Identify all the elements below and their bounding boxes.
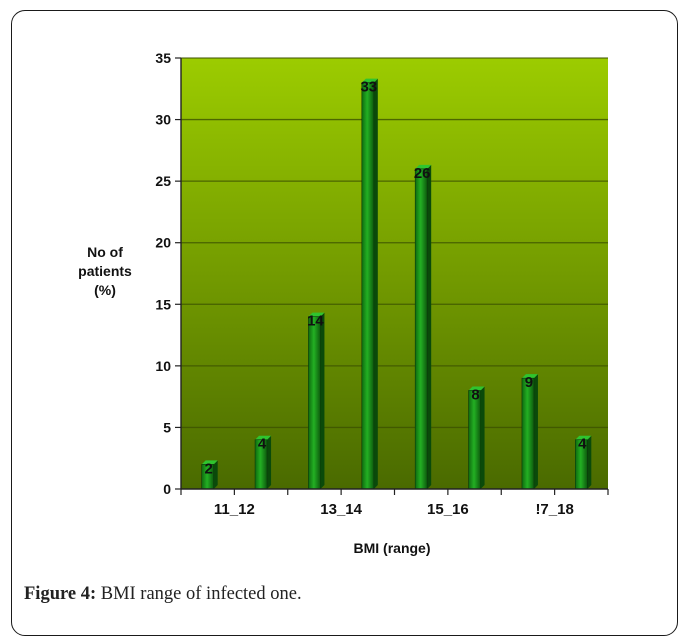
y-tick-label: 25 bbox=[155, 173, 171, 189]
bar bbox=[254, 435, 272, 490]
y-tick-label: 15 bbox=[155, 296, 171, 312]
bar-data-label: 8 bbox=[471, 386, 479, 403]
bar-data-label: 14 bbox=[307, 313, 324, 330]
caption-text: BMI range of infected one. bbox=[96, 584, 302, 604]
caption-lead: Figure 4: bbox=[24, 584, 97, 604]
x-tick-label: !7_18 bbox=[535, 501, 573, 518]
bar bbox=[361, 78, 378, 490]
y-tick-label: 20 bbox=[155, 235, 171, 251]
bar-data-label: 2 bbox=[205, 460, 213, 477]
x-tick-label: 11_12 bbox=[214, 501, 255, 518]
x-axis-label: BMI (range) bbox=[354, 540, 431, 556]
y-axis-label: No of patients (%) bbox=[60, 243, 150, 300]
y-tick-label: 10 bbox=[155, 358, 171, 374]
bar bbox=[468, 386, 485, 490]
y-axis-label-line-2: patients bbox=[78, 263, 132, 279]
bar-data-label: 4 bbox=[258, 436, 267, 453]
y-tick-label: 30 bbox=[155, 112, 171, 128]
bar bbox=[414, 164, 432, 490]
bar-data-label: 33 bbox=[360, 79, 377, 96]
plot-area bbox=[181, 58, 608, 489]
bar bbox=[308, 312, 325, 490]
bar bbox=[521, 374, 538, 490]
y-tick-label: 0 bbox=[163, 481, 171, 497]
bar-data-label: 26 bbox=[414, 165, 431, 182]
y-axis-label-line-1: No of bbox=[87, 244, 123, 260]
bar bbox=[575, 435, 592, 490]
x-tick-label: 13_14 bbox=[320, 501, 362, 518]
bar-data-label: 9 bbox=[525, 374, 533, 391]
figure-caption: Figure 4: BMI range of infected one. bbox=[24, 584, 302, 605]
y-tick-label: 35 bbox=[155, 50, 171, 66]
y-tick-label: 5 bbox=[163, 419, 171, 435]
bar-data-label: 4 bbox=[578, 436, 587, 453]
x-tick-label: 15_16 bbox=[427, 501, 469, 518]
y-axis-label-line-3: (%) bbox=[94, 282, 116, 298]
